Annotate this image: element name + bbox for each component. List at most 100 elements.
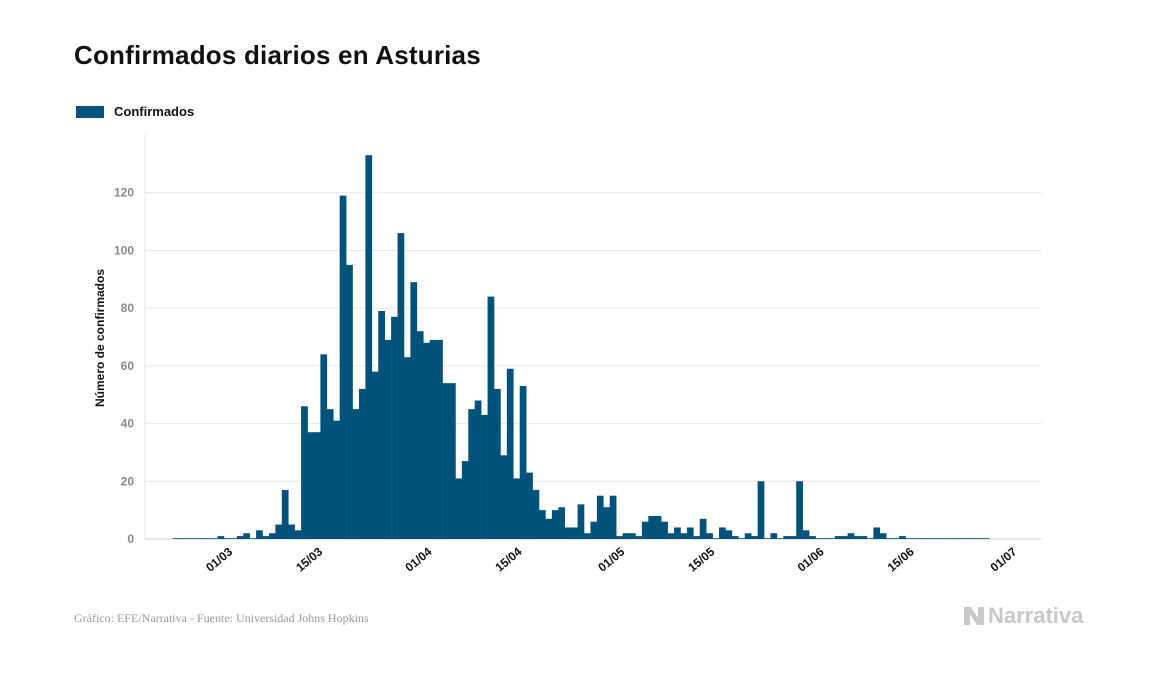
bar bbox=[680, 533, 688, 539]
x-tick-label: 01/06 bbox=[795, 544, 827, 574]
source-footer: Gráfico: EFE/Narrativa - Fuente: Univers… bbox=[74, 611, 369, 625]
bar bbox=[899, 536, 906, 539]
bar bbox=[564, 527, 572, 539]
bar bbox=[616, 536, 623, 539]
bar bbox=[436, 339, 443, 539]
bar bbox=[217, 536, 225, 539]
bar bbox=[474, 400, 482, 539]
bar bbox=[468, 409, 476, 539]
bar bbox=[358, 388, 366, 539]
x-tick-label: 15/06 bbox=[885, 544, 917, 574]
bar bbox=[320, 354, 328, 539]
bar bbox=[911, 538, 919, 539]
bar bbox=[487, 296, 495, 539]
bar bbox=[256, 530, 263, 539]
bar bbox=[764, 538, 771, 539]
bar bbox=[211, 538, 218, 539]
bar bbox=[950, 538, 958, 539]
bar bbox=[905, 538, 913, 539]
bars bbox=[172, 155, 990, 540]
x-tick-label: 01/07 bbox=[988, 544, 1020, 574]
bar bbox=[391, 316, 398, 539]
bar bbox=[648, 515, 656, 539]
bar bbox=[365, 155, 373, 539]
bar bbox=[519, 386, 527, 539]
bar bbox=[982, 538, 990, 539]
bar bbox=[539, 510, 546, 539]
y-tick-label: 0 bbox=[127, 532, 134, 546]
bar bbox=[268, 533, 276, 539]
bar bbox=[796, 481, 803, 539]
bar bbox=[532, 489, 540, 539]
bar bbox=[963, 538, 971, 539]
bar bbox=[731, 536, 739, 539]
bar bbox=[738, 538, 746, 539]
bar bbox=[603, 507, 611, 539]
bar bbox=[448, 383, 456, 539]
bar bbox=[590, 521, 598, 539]
bar bbox=[841, 536, 848, 539]
bar bbox=[204, 538, 212, 539]
bar bbox=[661, 521, 668, 539]
bar bbox=[429, 339, 437, 539]
brand-name: Narrativa bbox=[988, 603, 1084, 628]
bar bbox=[384, 339, 392, 539]
legend-swatch bbox=[76, 105, 104, 118]
bar bbox=[339, 195, 347, 539]
bar bbox=[809, 536, 816, 539]
chart-title: Confirmados diarios en Asturias bbox=[74, 40, 481, 70]
bar bbox=[301, 406, 308, 539]
bar bbox=[313, 432, 321, 539]
bar bbox=[423, 342, 430, 539]
bar bbox=[944, 538, 951, 539]
bar bbox=[288, 524, 295, 539]
narrativa-logo-icon bbox=[964, 607, 984, 625]
bar bbox=[821, 538, 829, 539]
bar bbox=[622, 533, 630, 539]
x-tick-label: 01/04 bbox=[402, 544, 434, 574]
bar bbox=[976, 538, 983, 539]
x-tick-label: 15/04 bbox=[492, 544, 524, 574]
bar bbox=[629, 533, 636, 539]
bar bbox=[346, 264, 353, 539]
bar bbox=[596, 495, 604, 539]
bar bbox=[481, 414, 488, 539]
bar bbox=[178, 538, 186, 539]
bar bbox=[931, 538, 938, 539]
bar bbox=[693, 536, 701, 539]
bar bbox=[191, 538, 199, 539]
bar bbox=[410, 282, 418, 539]
bar bbox=[789, 536, 797, 539]
bar bbox=[416, 331, 424, 539]
bar bbox=[854, 536, 861, 539]
legend-label: Confirmados bbox=[114, 104, 195, 119]
bar bbox=[674, 527, 681, 539]
bar bbox=[719, 527, 726, 539]
x-tick-label: 15/05 bbox=[685, 544, 717, 574]
y-tick-label: 60 bbox=[121, 359, 135, 373]
bar bbox=[847, 533, 855, 539]
bar bbox=[378, 311, 385, 539]
bar bbox=[873, 527, 881, 539]
bar bbox=[584, 533, 591, 539]
bar bbox=[223, 538, 231, 539]
x-tick-label: 15/03 bbox=[293, 544, 325, 574]
bar bbox=[307, 432, 315, 539]
bar bbox=[757, 481, 765, 539]
bar bbox=[185, 538, 193, 539]
bar bbox=[526, 472, 533, 539]
bar bbox=[172, 538, 180, 539]
y-axis-title: Número de confirmados bbox=[93, 269, 107, 407]
bar bbox=[879, 533, 887, 539]
bar bbox=[635, 536, 643, 539]
bar bbox=[352, 409, 360, 539]
bar bbox=[403, 357, 411, 539]
bar bbox=[667, 533, 675, 539]
bar bbox=[551, 510, 559, 539]
bar bbox=[236, 536, 244, 539]
bar bbox=[326, 409, 334, 539]
bar bbox=[641, 521, 649, 539]
x-tick-label: 01/03 bbox=[203, 544, 235, 574]
y-tick-label: 100 bbox=[114, 243, 134, 257]
bar bbox=[770, 533, 778, 539]
